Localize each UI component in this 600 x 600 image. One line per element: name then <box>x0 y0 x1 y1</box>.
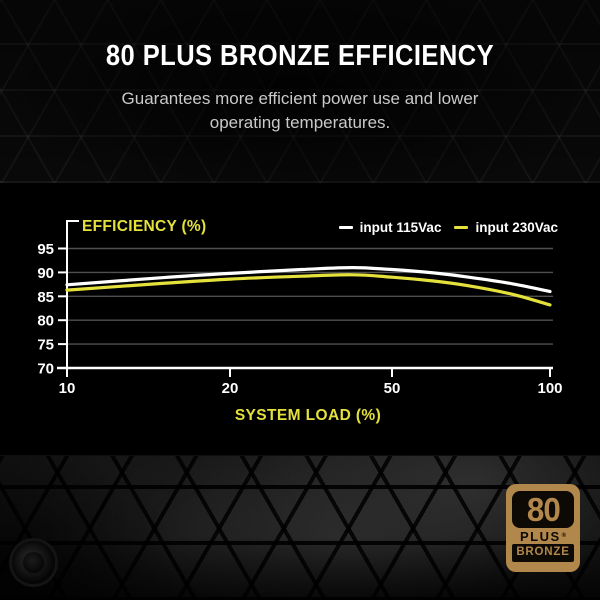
x-tick-label-10: 10 <box>59 380 76 397</box>
badge-80-box: 80 <box>512 491 574 528</box>
registered-mark: ® <box>561 533 567 539</box>
badge-bronze-text: BRONZE <box>516 546 570 559</box>
80plus-bronze-badge: 80 PLUS ® BRONZE <box>506 484 580 572</box>
x-axis-label: SYSTEM LOAD (%) <box>234 407 382 424</box>
badge-plus-word: PLUS <box>519 528 561 544</box>
series-line-input-230vac <box>65 273 552 307</box>
efficiency-chart: EFFICIENCY (%) input 115Vac input 230Vac… <box>0 183 600 455</box>
psu-grille-texture-top <box>0 0 600 183</box>
series-line-input-115vac <box>65 265 552 294</box>
y-tick-label-85: 85 <box>37 289 54 306</box>
legend-item-230vac: input 230Vac <box>454 220 558 235</box>
x-tick-label-100: 100 <box>537 380 562 397</box>
efficiency-plot: 95 90 85 80 75 70 10 20 50 100 <box>37 220 563 397</box>
screw-detail <box>12 541 55 584</box>
badge-plus-text: PLUS ® <box>512 528 574 544</box>
page-subtitle: Guarantees more efficient power use and … <box>0 87 600 135</box>
y-tick-label-90: 90 <box>37 265 54 282</box>
y-axis <box>66 220 79 368</box>
badge-80-text: 80 <box>526 491 561 528</box>
x-tick-label-20: 20 <box>222 380 239 397</box>
y-tick-label-95: 95 <box>37 241 54 258</box>
legend-marker-115vac <box>338 226 353 229</box>
subtitle-line-2: operating temperatures. <box>209 113 391 133</box>
chart-title: EFFICIENCY (%) <box>82 218 207 235</box>
badge-bronze-bar: BRONZE <box>512 544 574 562</box>
legend-item-115vac: input 115Vac <box>338 220 442 235</box>
subtitle-line-1: Guarantees more efficient power use and … <box>121 89 479 108</box>
y-tick-label-75: 75 <box>37 337 54 354</box>
x-tick-label-50: 50 <box>384 380 401 397</box>
y-tick-label-80: 80 <box>37 313 54 330</box>
legend-label-115vac: input 115Vac <box>359 220 442 235</box>
psu-grille-texture-bottom <box>0 455 600 600</box>
header: 80 PLUS BRONZE EFFICIENCY Guarantees mor… <box>0 40 600 135</box>
page-title: 80 PLUS BRONZE EFFICIENCY <box>105 40 495 72</box>
legend-marker-230vac <box>454 226 469 229</box>
y-tick-label-70: 70 <box>37 361 54 378</box>
chart-legend: input 115Vac input 230Vac <box>338 220 558 235</box>
legend-label-230vac: input 230Vac <box>475 220 558 235</box>
